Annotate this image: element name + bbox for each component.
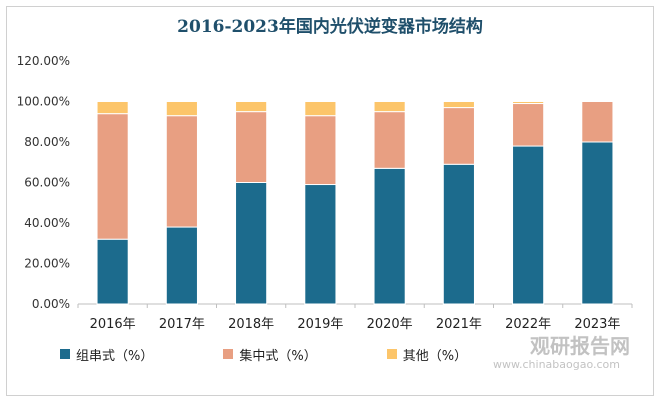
bar-segment	[96, 113, 129, 240]
x-tick-label: 2022年	[505, 317, 551, 332]
y-tick-label: 60.00%	[24, 176, 70, 190]
bar-segment	[165, 226, 198, 305]
watermark-brand: 观研报告网	[530, 334, 630, 358]
legend-swatch-central	[223, 349, 234, 359]
bar-segment	[235, 101, 268, 113]
x-tick-label: 2018年	[228, 317, 274, 332]
y-tick-label: 40.00%	[24, 216, 70, 230]
bar-segment	[512, 145, 545, 305]
legend-label-string: 组串式（%）	[76, 348, 154, 364]
bar-segment	[96, 101, 129, 115]
legend-swatch-string	[60, 349, 70, 359]
x-tick-label: 2023年	[574, 317, 620, 332]
legend-label-central: 集中式（%）	[239, 348, 317, 364]
legend-item-central: 集中式（%）	[223, 345, 317, 364]
bar-segment	[373, 167, 406, 305]
bar-segment	[373, 101, 406, 113]
bar-segment	[442, 107, 475, 165]
bar-segment	[581, 141, 614, 305]
bar-segment	[304, 115, 337, 186]
x-tick-label: 2017年	[159, 317, 205, 332]
x-tick-label: 2016年	[90, 317, 136, 332]
y-tick-label: 20.00%	[24, 257, 70, 271]
legend: 组串式（%） 集中式（%） 其他（%）	[60, 344, 467, 364]
legend-swatch-other	[386, 349, 397, 359]
y-tick-label: 120.00%	[17, 54, 70, 68]
bar-segment	[373, 111, 406, 169]
legend-item-string: 组串式（%）	[60, 345, 153, 364]
y-tick-label: 80.00%	[24, 135, 70, 149]
y-tick-label: 0.00%	[32, 297, 70, 311]
bar-segment	[442, 163, 475, 305]
y-tick-label: 100.00%	[17, 95, 70, 109]
legend-item-other: 其他（%）	[386, 345, 468, 364]
bar-segment	[581, 101, 614, 143]
x-tick-label: 2020年	[367, 317, 413, 332]
bar-segment	[304, 184, 337, 305]
chart-title: 2016-2023年国内光伏逆变器市场结构	[177, 17, 483, 37]
legend-label-other: 其他（%）	[402, 348, 468, 364]
bar-segment	[96, 238, 129, 305]
bar-segment	[304, 101, 337, 117]
bar-segment	[235, 111, 268, 183]
x-tick-label: 2021年	[436, 317, 482, 332]
x-tick-label: 2019年	[297, 317, 343, 332]
bar-segment	[165, 101, 198, 117]
bar-segment	[165, 115, 198, 228]
bar-segment	[512, 101, 545, 105]
bar-segment	[235, 182, 268, 305]
bar-segment	[442, 101, 475, 109]
watermark-url: www.chinabaogao.com	[493, 358, 620, 371]
bar-segment	[512, 103, 545, 147]
